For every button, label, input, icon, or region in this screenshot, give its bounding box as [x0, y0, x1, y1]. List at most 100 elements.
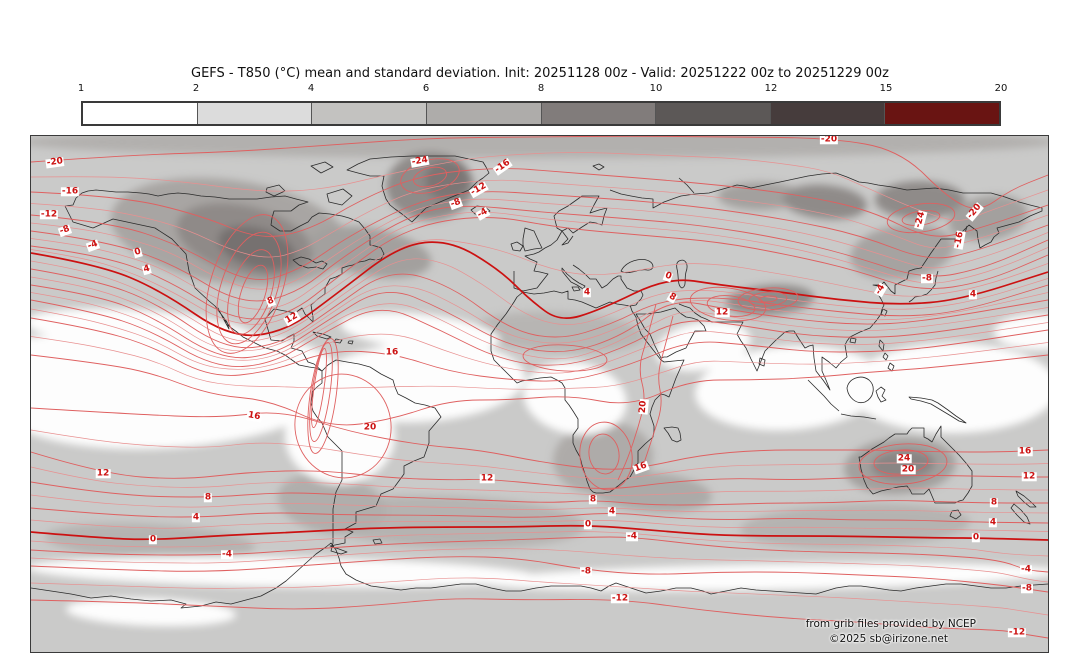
colorbar-tick: 15: [879, 83, 893, 94]
contour-label: -8: [1021, 583, 1033, 594]
contour-label: 12: [95, 468, 111, 479]
contour-label: -20: [965, 201, 985, 223]
contour-label: -12: [1007, 627, 1027, 638]
contour-label: -20: [45, 156, 65, 169]
coast-indonesia: [807, 376, 887, 420]
colorbar-segment: [770, 103, 886, 124]
coast-great-lakes: [292, 256, 328, 270]
coast-svalbard-novaya-zemlya: [592, 163, 695, 194]
contour-label: 4: [607, 506, 617, 517]
contour-label: -20: [819, 136, 839, 145]
contour-label: 4: [988, 517, 998, 528]
contour-label: -16: [952, 230, 967, 250]
attribution-copyright: ©2025 sb@irizone.net: [829, 633, 948, 645]
colorbar-tick: 10: [649, 83, 663, 94]
colorbar-segment: [656, 103, 771, 124]
coast-north-america: [64, 189, 385, 372]
contour-label: -24: [913, 209, 928, 231]
contour-label: -12: [468, 180, 490, 199]
contour-label: 12: [714, 307, 730, 318]
coast-caspian: [676, 259, 688, 289]
colorbar-segment: [426, 103, 542, 124]
coast-west-europe: [513, 230, 574, 292]
coast-australia: [858, 425, 973, 504]
contour-label: -8: [580, 566, 592, 577]
contour-label: -4: [873, 282, 889, 298]
coast-balkans-turkey: [572, 264, 644, 306]
contour-label: 0: [583, 519, 593, 530]
contour-label: 4: [968, 289, 978, 300]
contour-label: 16: [384, 347, 400, 358]
contour-label: -4: [221, 549, 233, 560]
contour-label: 16: [246, 410, 262, 423]
contour-label: -12: [39, 209, 59, 220]
stddev-colorbar: [81, 101, 1001, 126]
contour-label: 24: [896, 453, 912, 464]
contour-label: 8: [666, 291, 678, 305]
contour-label: 0: [148, 534, 158, 545]
contour-label: 4: [141, 263, 153, 276]
contour-label: 8: [265, 295, 277, 308]
contour-label: 16: [1017, 446, 1033, 457]
contour-label: 8: [989, 497, 999, 508]
contour-label: 12: [283, 310, 301, 327]
contour-label: -4: [626, 531, 638, 542]
coast-tasmania: [949, 509, 962, 520]
contour-label: 12: [1021, 471, 1037, 482]
coast-ireland: [510, 241, 524, 252]
coast-falklands: [372, 538, 383, 545]
coast-africa: [490, 304, 685, 494]
contour-label: 4: [191, 512, 201, 523]
colorbar-tick: 6: [422, 83, 430, 94]
colorbar-segment: [312, 103, 427, 124]
coast-taiwan-hainan-srilanka: [758, 308, 888, 367]
colorbar-tick: 4: [307, 83, 315, 94]
contour-label: 16: [632, 460, 650, 475]
contour-label: -4: [85, 238, 101, 253]
colorbar-tick: 1: [77, 83, 85, 94]
map-canvas: [31, 136, 1048, 652]
coast-antarctica: [31, 542, 1048, 609]
contour-label: -16: [60, 186, 80, 197]
colorbar-tick: 12: [764, 83, 778, 94]
contour-label: -8: [448, 196, 464, 211]
contour-label: -24: [410, 154, 430, 169]
contour-label: -4: [475, 206, 491, 222]
contour-label: -16: [492, 157, 514, 177]
coast-scandinavia: [553, 195, 608, 234]
coast-new-guinea: [908, 396, 967, 424]
colorbar-tick: 8: [537, 83, 545, 94]
contour-label: 0: [662, 270, 674, 283]
colorbar-tick: 20: [994, 83, 1008, 94]
coast-arabia: [635, 307, 707, 359]
coast-black-sea: [620, 259, 654, 274]
chart-title: GEFS - T850 (°C) mean and standard devia…: [191, 66, 889, 81]
colorbar-tick-labels: 1 2 4 6 8 10 12 15 20: [77, 83, 1008, 96]
colorbar-segment: [885, 103, 999, 124]
colorbar-segment: [83, 103, 198, 124]
contour-label: 20: [900, 464, 916, 475]
coast-madagascar: [663, 426, 682, 443]
coast-south-america: [310, 359, 442, 555]
contour-label: 0: [132, 246, 144, 259]
contour-labels: -20 -16 -12 -8 -4 0 4 8 12 16 20 -24 -16 -12 -8 -4 0 4 8 12…: [31, 136, 1048, 652]
contour-label: -8: [57, 223, 73, 238]
contour-label: 20: [362, 422, 378, 433]
contour-label: 4: [582, 287, 592, 298]
contour-label: 8: [588, 494, 598, 505]
contour-label: 8: [203, 492, 213, 503]
contour-label: -12: [610, 593, 630, 604]
world-map: -20 -16 -12 -8 -4 0 4 8 12 16 20 -24 -16 -12 -8 -4 0 4 8 12…: [30, 135, 1049, 653]
contour-label: 0: [971, 532, 981, 543]
coast-arctic-islands: [265, 161, 353, 206]
colorbar-tick: 2: [192, 83, 200, 94]
coast-japan: [908, 270, 939, 303]
contour-label: -8: [921, 273, 933, 284]
coast-britain: [522, 227, 543, 252]
contour-label: 12: [479, 473, 495, 484]
colorbar-segment: [541, 103, 657, 124]
colorbar-segment: [197, 103, 313, 124]
contour-label: -4: [1020, 564, 1032, 575]
contour-label: 20: [637, 399, 650, 415]
